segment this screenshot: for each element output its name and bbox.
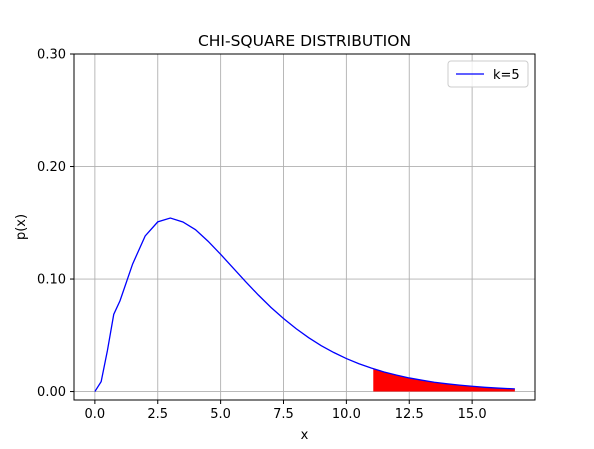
series-line-layer	[94, 217, 515, 392]
x-tick-label: 12.5	[395, 407, 424, 422]
y-tick-label: 0.00	[37, 385, 66, 400]
x-axis-label: x	[301, 428, 309, 443]
x-tick-label: 10.0	[332, 407, 361, 422]
axis-ticks: 0.0 2.5 5.0 7.5 10.0 12.5 15.0 0.00 0.10 0.20 0.30	[37, 48, 487, 423]
legend-box	[447, 60, 529, 88]
shaded-tail-region	[373, 368, 515, 392]
y-tick-label: 0.30	[37, 48, 66, 63]
y-axis-label: p(x)	[14, 214, 29, 240]
legend-label-k5: k=5	[493, 68, 520, 83]
chart-title: CHI-SQUARE DISTRIBUTION	[198, 32, 411, 50]
series-line-k5	[94, 217, 515, 392]
x-tick-label: 7.5	[273, 407, 294, 422]
x-tick-label: 5.0	[210, 407, 231, 422]
x-tick-label: 15.0	[458, 407, 487, 422]
y-tick-label: 0.10	[37, 273, 66, 288]
legend: k=5	[447, 60, 529, 88]
shaded-region-layer	[373, 368, 515, 392]
x-tick-label: 0.0	[85, 407, 106, 422]
y-tick-label: 0.20	[37, 160, 66, 175]
x-tick-label: 2.5	[147, 407, 168, 422]
plot-area-frame	[73, 53, 536, 401]
